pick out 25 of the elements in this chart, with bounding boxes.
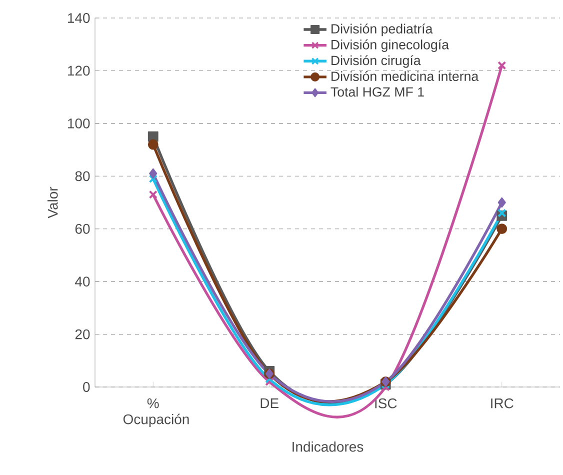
y-axis-title: Valor xyxy=(48,186,58,218)
y-tick-label: 80 xyxy=(75,171,90,182)
x-tick-label: IRC xyxy=(491,398,514,408)
x-tick-label: ISC xyxy=(375,398,397,408)
point xyxy=(148,139,158,150)
y-tick-label: 40 xyxy=(75,276,90,287)
legend-label: División cirugía xyxy=(332,55,421,68)
x-tick-label: % Ocupación xyxy=(123,398,189,427)
point xyxy=(149,168,158,179)
legend-label: División pediatría xyxy=(332,24,433,36)
x-tick-label: DE xyxy=(260,398,278,408)
legend-label: División ginecología xyxy=(332,39,450,52)
point xyxy=(498,61,506,70)
point xyxy=(498,197,506,208)
x-axis-title: Indicadores xyxy=(292,441,364,452)
point xyxy=(496,224,508,234)
y-tick-label: 60 xyxy=(75,224,90,234)
point xyxy=(498,209,506,218)
y-tick-label: 120 xyxy=(68,66,90,76)
legend-label: Total HGZ MF 1 xyxy=(330,86,424,97)
legend-label: División medicina interna xyxy=(332,71,479,81)
y-tick-label: 100 xyxy=(68,118,90,128)
y-tick-label: 20 xyxy=(75,329,90,340)
y-tick-label: 140 xyxy=(68,13,90,23)
y-tick-label: 0 xyxy=(83,382,90,392)
